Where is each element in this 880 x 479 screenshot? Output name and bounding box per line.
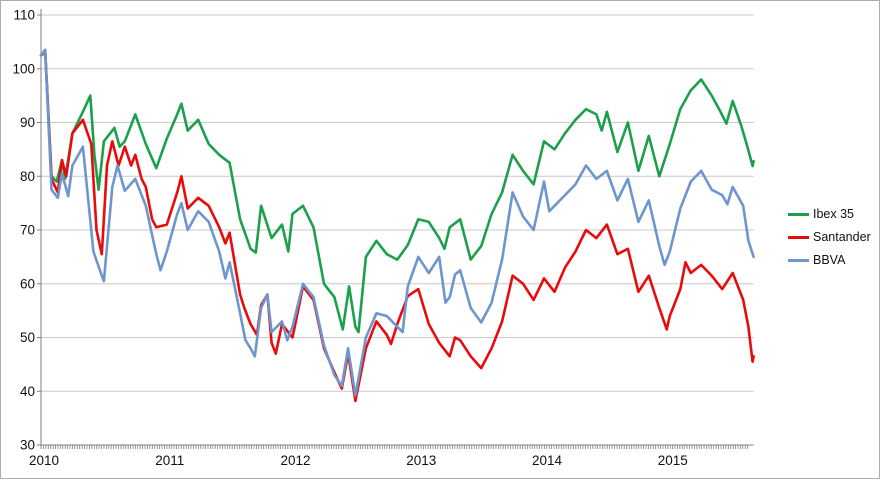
legend-swatch: [788, 213, 809, 216]
legend-swatch: [788, 236, 809, 239]
series-line-santander: [39, 51, 755, 403]
series-line-ibex-35: [39, 48, 755, 334]
y-axis-tick-label: 90: [20, 115, 35, 130]
y-axis-tick-label: 40: [20, 384, 35, 399]
y-axis-tick-label: 60: [20, 276, 35, 291]
legend-label: Ibex 35: [813, 207, 855, 222]
legend-label: Santander: [813, 230, 871, 245]
y-axis-tick-label: 100: [12, 61, 35, 76]
legend-label: BBVA: [813, 253, 846, 268]
legend-swatch: [788, 259, 809, 262]
y-axis-tick-label: 30: [20, 438, 35, 453]
x-axis-year-label: 2011: [155, 453, 184, 468]
y-axis-tick-label: 70: [20, 223, 35, 238]
x-axis-year-label: 2013: [406, 453, 436, 468]
y-axis-tick-label: 50: [20, 330, 35, 345]
series-line-bbva: [39, 48, 755, 397]
legend-item-ibex-35: Ibex 35: [788, 203, 871, 226]
legend-item-santander: Santander: [788, 226, 871, 249]
x-axis-year-label: 2014: [532, 453, 563, 468]
x-axis-year-label: 2015: [658, 453, 688, 468]
x-axis-year-label: 2012: [280, 453, 310, 468]
y-axis-tick-label: 110: [13, 8, 35, 23]
legend: Ibex 35 Santander BBVA: [788, 203, 871, 272]
y-axis-tick-label: 80: [20, 169, 35, 184]
x-axis-year-label: 2010: [29, 453, 59, 468]
legend-item-bbva: BBVA: [788, 249, 871, 272]
